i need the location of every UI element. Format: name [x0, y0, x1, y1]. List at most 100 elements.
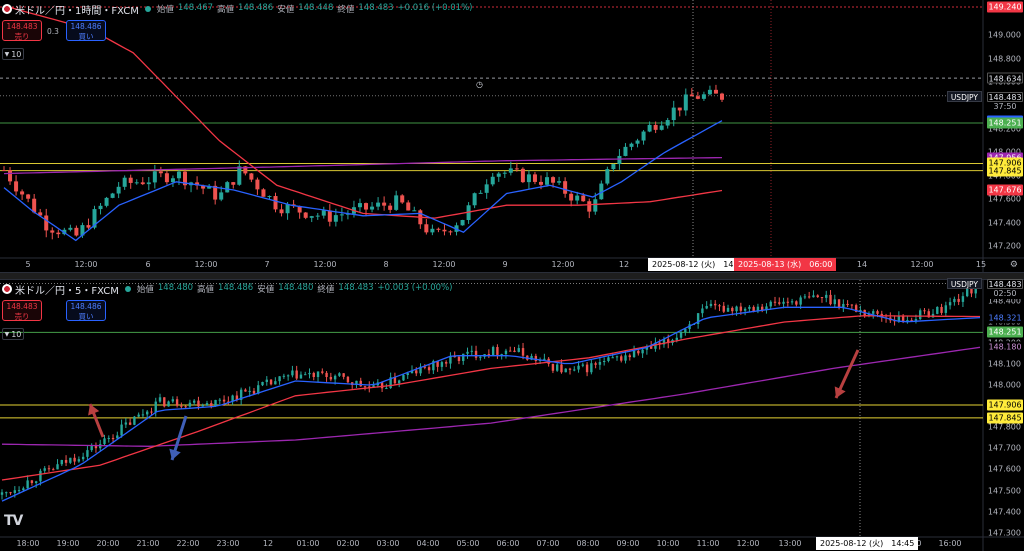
hourly-chart-pane[interactable]: 米ドル／円・1時間・FXCM 始値 148.467 高値 148.486 安値 148… — [0, 0, 1024, 272]
time-tick-label: 05:00 — [456, 539, 480, 548]
candle-body — [141, 414, 145, 416]
flag-icon — [2, 4, 12, 14]
candle-body — [684, 329, 687, 333]
five-minute-chart-pane[interactable]: 米ドル／円・5・FXCM 始値 148.480 高値 148.486 安値 148.4… — [0, 278, 1024, 551]
candle-body — [782, 301, 785, 304]
price-axis[interactable]: 148.400148.300148.200148.100148.000147.9… — [983, 279, 1024, 537]
candle-body — [752, 306, 755, 312]
price-badge-ma-blue: 148.321 — [987, 312, 1023, 324]
candle-body — [146, 411, 149, 415]
high-value: 148.486 — [218, 283, 254, 293]
candle-body — [474, 350, 478, 358]
indicator-count: 10 — [11, 329, 22, 339]
price-badge-green: 148.251 — [987, 117, 1023, 129]
alert-clock-icon[interactable]: ◷ — [476, 80, 483, 89]
symbol-title[interactable]: 米ドル／円・5・FXCM — [2, 282, 119, 297]
buy-button[interactable]: 148.486 買い — [66, 20, 106, 41]
sell-button[interactable]: 148.483 売り — [2, 300, 42, 321]
low-value: 148.480 — [278, 283, 314, 293]
candle-body — [444, 362, 448, 364]
candle-body — [64, 460, 68, 463]
time-tick-label: 18:00 — [16, 539, 40, 548]
time-tick-label: 7 — [264, 260, 270, 269]
candle-body — [424, 224, 429, 233]
candle-body — [225, 182, 230, 193]
indicator-toggle[interactable]: ▼ 10 — [2, 48, 24, 60]
candle-body — [532, 174, 537, 182]
indicator-toggle[interactable]: ▼ 10 — [2, 328, 24, 340]
ma-purple-line — [3, 156, 723, 175]
candle-body — [513, 350, 516, 352]
time-tick-label: 06:00 — [496, 539, 520, 548]
hourly-chart-canvas[interactable] — [0, 0, 1024, 272]
candle-body — [677, 107, 682, 111]
gear-icon[interactable]: ⚙ — [1009, 260, 1018, 270]
candle-body — [104, 197, 109, 206]
price-badge-green: 148.251 — [987, 326, 1023, 338]
candle-body — [726, 307, 730, 312]
symbol-name: 米ドル／円・1時間・FXCM — [15, 5, 139, 17]
candle-body — [948, 302, 952, 306]
candle-body — [410, 370, 414, 374]
candle-body — [632, 350, 636, 358]
down-arrow-icon — [169, 415, 188, 461]
candle-body — [611, 164, 616, 170]
candle-body — [490, 176, 495, 185]
candle-body — [695, 96, 700, 99]
arrow-head — [88, 404, 100, 416]
candle-body — [842, 303, 845, 308]
candle-body — [430, 228, 435, 233]
time-tick-label: 6 — [145, 260, 151, 269]
candle-body — [22, 488, 25, 491]
pane-divider[interactable] — [0, 272, 1024, 280]
tradingview-logo[interactable]: TV — [4, 513, 23, 529]
candle-body — [26, 480, 29, 489]
time-axis[interactable]: 18:00 19:00 20:00 21:00 22:00 23:00 12 01:00 02:… — [0, 537, 983, 551]
change-value: +0.003 (+0.00%) — [377, 283, 453, 293]
candle-body — [662, 339, 666, 345]
candle-body — [393, 377, 397, 384]
candle-body — [278, 376, 281, 382]
candle-body — [795, 301, 798, 305]
candle-body — [39, 470, 42, 482]
candle-body — [201, 405, 204, 407]
candle-body — [799, 297, 802, 305]
candle-body — [402, 375, 405, 381]
candle-body — [675, 337, 678, 340]
candle-body — [683, 94, 688, 111]
buy-price: 148.486 — [70, 22, 102, 31]
price-axis[interactable]: 149.000148.800148.600148.400148.200148.0… — [983, 0, 1024, 258]
price-badge-ma-purple: 147.956 — [987, 152, 1023, 164]
candle-body — [94, 445, 98, 449]
candle-body — [504, 350, 508, 355]
low-label: 安値 — [257, 285, 275, 295]
candle-body — [617, 155, 622, 165]
candle-body — [500, 354, 503, 356]
candle-body — [34, 481, 38, 484]
candle-body — [462, 353, 465, 361]
candle-body — [370, 206, 375, 210]
candle-body — [961, 296, 965, 302]
open-label: 始値 — [136, 285, 154, 295]
time-tick-label: 12:00 — [432, 260, 456, 269]
candle-body — [219, 192, 224, 200]
sell-button[interactable]: 148.483 売り — [2, 20, 42, 41]
time-tick-label: 11:00 — [696, 539, 720, 548]
buy-button[interactable]: 148.486 買い — [66, 300, 106, 321]
symbol-title[interactable]: 米ドル／円・1時間・FXCM — [2, 2, 139, 17]
five-minute-chart-canvas[interactable] — [0, 280, 1024, 551]
candle-body — [457, 356, 461, 361]
candle-body — [205, 403, 209, 406]
sell-label: 売り — [14, 312, 30, 321]
buy-price: 148.486 — [70, 302, 102, 311]
time-tick-label: 14 — [856, 260, 868, 269]
candle-body — [128, 177, 133, 183]
candle-body — [602, 360, 606, 363]
candle-body — [346, 376, 350, 383]
crosshair-time-label: 2025-08-12 (火) 14:00 — [648, 258, 751, 271]
candle-body — [502, 172, 507, 174]
candle-body — [743, 308, 747, 311]
time-axis[interactable]: 5 12:00 6 12:00 7 12:00 8 12:00 9 12:00 12 14 12:00 1… — [0, 258, 986, 272]
candle-body — [709, 303, 713, 307]
candle-body — [400, 195, 405, 203]
